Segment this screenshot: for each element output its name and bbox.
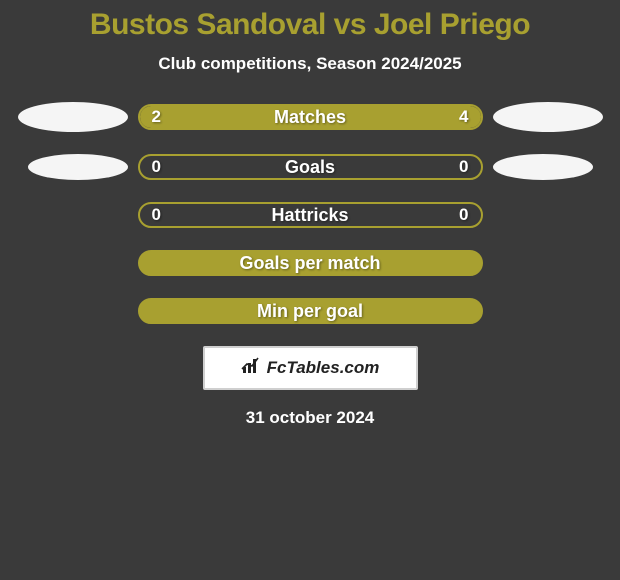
empty-bars-area: Goals per match Min per goal (0, 250, 620, 324)
stat-row: 0 Goals 0 (0, 154, 620, 180)
player-ellipse-left (18, 102, 128, 132)
stat-label: Min per goal (257, 301, 363, 322)
stat-label: Hattricks (271, 205, 348, 226)
logo-text: FcTables.com (267, 358, 380, 378)
stat-value-right: 0 (459, 205, 468, 225)
player-ellipse-right (493, 154, 593, 180)
stat-value-left: 2 (152, 107, 161, 127)
player-ellipse-right (493, 102, 603, 132)
stat-label: Matches (274, 107, 346, 128)
stat-bar: 0 Hattricks 0 (138, 202, 483, 228)
stats-area: 2 Matches 4 0 Goals 0 0 Hattricks 0 (0, 102, 620, 228)
stat-value-left: 0 (152, 157, 161, 177)
stat-bar-empty: Goals per match (138, 250, 483, 276)
stat-row: 2 Matches 4 (0, 102, 620, 132)
stat-value-right: 4 (459, 107, 468, 127)
player-ellipse-left (28, 154, 128, 180)
stat-value-left: 0 (152, 205, 161, 225)
logo-box[interactable]: FcTables.com (203, 346, 418, 390)
date-text: 31 october 2024 (0, 408, 620, 428)
stat-label: Goals (285, 157, 335, 178)
stat-value-right: 0 (459, 157, 468, 177)
bar-chart-icon (241, 357, 263, 380)
stat-bar: 0 Goals 0 (138, 154, 483, 180)
stat-bar-empty: Min per goal (138, 298, 483, 324)
stat-row: 0 Hattricks 0 (0, 202, 620, 228)
stat-bar: 2 Matches 4 (138, 104, 483, 130)
stat-label: Goals per match (239, 253, 380, 274)
page-title: Bustos Sandoval vs Joel Priego (0, 8, 620, 42)
comparison-card: Bustos Sandoval vs Joel Priego Club comp… (0, 0, 620, 428)
page-subtitle: Club competitions, Season 2024/2025 (0, 54, 620, 74)
